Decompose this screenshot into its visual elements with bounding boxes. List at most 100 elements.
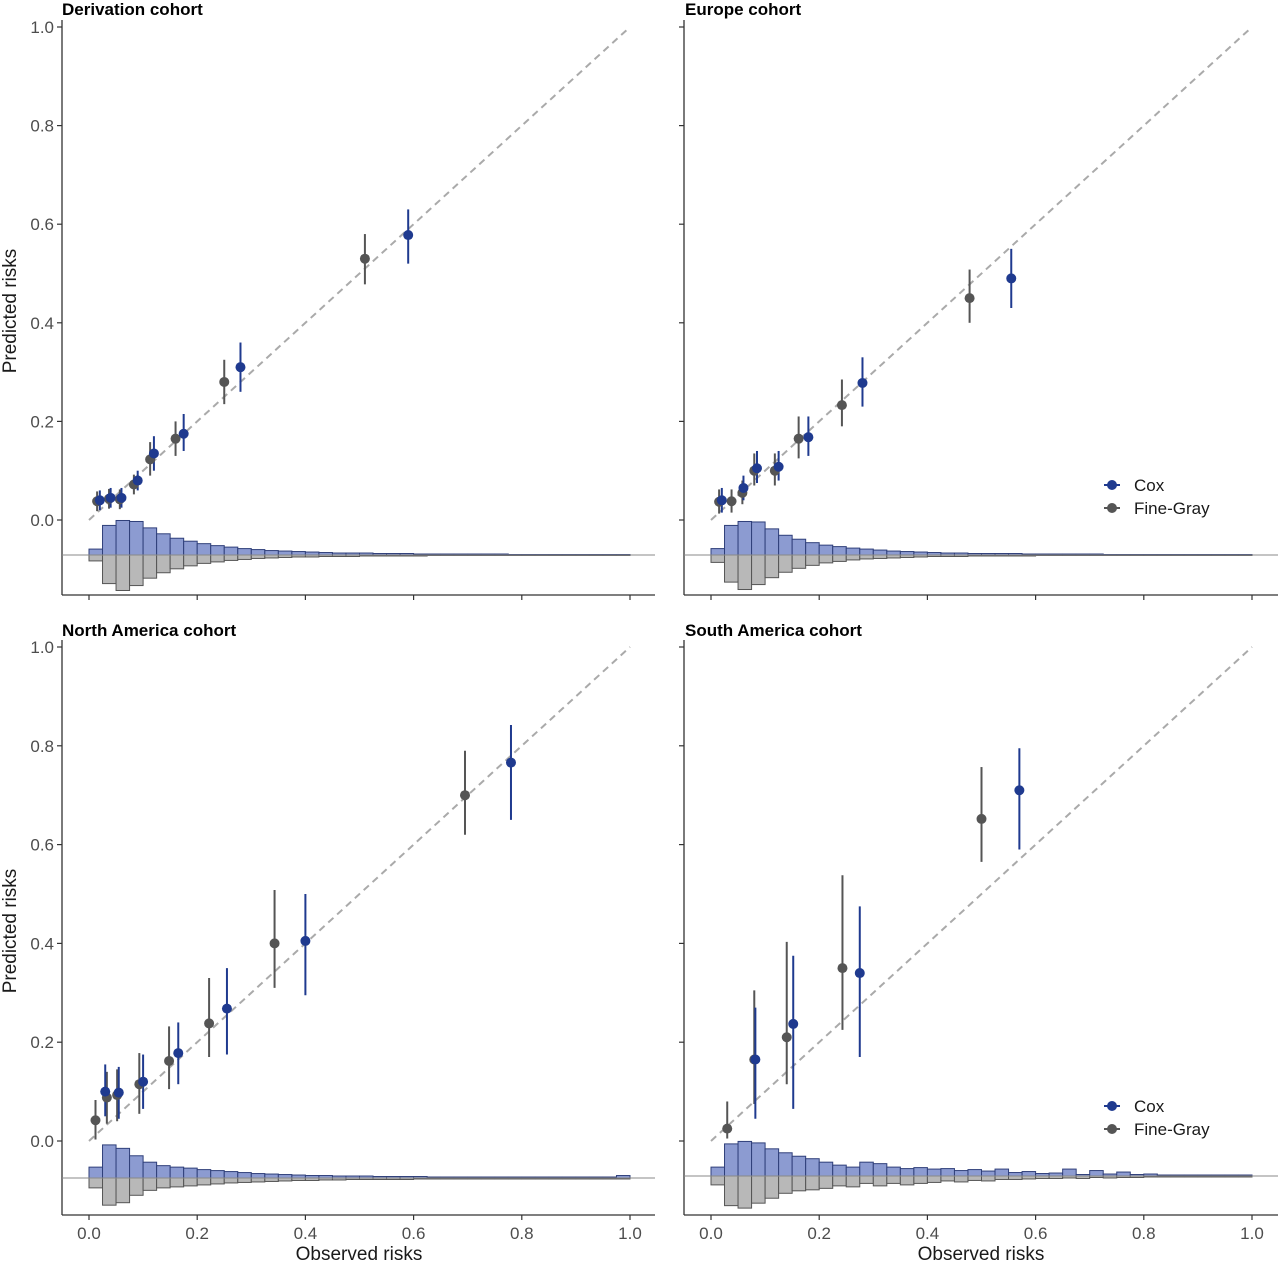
histogram-bar-fine-gray: [142, 554, 158, 579]
histogram-bar-fine-gray: [886, 1175, 901, 1184]
data-point: [836, 400, 847, 411]
histogram-bar-fine-gray: [764, 1175, 780, 1199]
histogram-bar-cox: [1008, 1172, 1023, 1177]
data-point: [716, 495, 727, 506]
histogram-bar-cox: [818, 544, 834, 556]
histogram-bar-cox: [237, 1172, 252, 1179]
histogram-bar-cox: [940, 1168, 955, 1177]
histogram-bar-cox: [264, 550, 279, 556]
histogram-bar-fine-gray: [818, 554, 834, 564]
legend-label: Cox: [1134, 476, 1165, 495]
histogram-bar-cox: [791, 1155, 807, 1177]
histogram-bar-cox: [142, 1161, 158, 1179]
histogram-bar-fine-gray: [129, 1177, 144, 1196]
data-point: [221, 1003, 232, 1014]
data-point: [751, 463, 762, 474]
histogram-bar-cox: [129, 1155, 144, 1179]
histogram-bar-cox: [710, 1166, 726, 1177]
histogram-bar-cox: [778, 1152, 793, 1177]
y-tick-label: 1.0: [30, 18, 54, 37]
data-point: [178, 428, 189, 439]
histogram-bar-fine-gray: [724, 554, 739, 583]
x-tick-label: 1.0: [1240, 1224, 1264, 1243]
data-point: [803, 432, 814, 443]
histogram-bar-fine-gray: [805, 1175, 820, 1191]
histogram-bar-cox: [751, 521, 766, 556]
histogram-bar-fine-gray: [142, 1177, 158, 1191]
histogram-bar-fine-gray: [805, 554, 820, 566]
data-point: [90, 1115, 101, 1126]
y-tick-label: 0.8: [30, 117, 54, 136]
histogram-bar-fine-gray: [115, 554, 131, 591]
histogram-bar-cox: [913, 1167, 928, 1177]
x-axis-label: Observed risks: [918, 1244, 1045, 1264]
x-tick-label: 0.6: [1024, 1224, 1048, 1243]
histogram-bar-cox: [724, 524, 739, 556]
histogram-bar-fine-gray: [183, 554, 198, 567]
histogram-bar-fine-gray: [115, 1177, 131, 1204]
histogram-bar-cox: [196, 1169, 212, 1179]
data-point: [722, 1123, 733, 1134]
x-tick-label: 0.0: [699, 1224, 723, 1243]
data-point: [164, 1055, 175, 1066]
histogram-bar-cox: [994, 1168, 1010, 1177]
data-point: [854, 968, 865, 979]
histogram-bar-fine-gray: [88, 554, 104, 562]
data-point: [505, 757, 516, 768]
x-tick-label: 0.4: [294, 1224, 318, 1243]
data-point: [235, 362, 246, 373]
histogram-bar-cox: [832, 546, 847, 556]
histogram-bar-cox: [88, 1166, 104, 1179]
histogram-bar-fine-gray: [196, 554, 212, 564]
legend-label: Cox: [1134, 1097, 1165, 1116]
histogram-bar-fine-gray: [967, 1175, 982, 1181]
x-tick-label: 0.2: [807, 1224, 831, 1243]
histogram-bar-cox: [751, 1142, 766, 1177]
data-point: [837, 963, 848, 974]
reference-diagonal: [710, 26, 1253, 521]
histogram-bar-cox: [926, 1168, 942, 1177]
y-tick-label: 0.0: [30, 1132, 54, 1151]
histogram-bar-fine-gray: [751, 554, 766, 586]
histogram-bar-fine-gray: [223, 554, 239, 561]
histogram-bar-fine-gray: [169, 1177, 185, 1188]
histogram-bar-fine-gray: [129, 554, 144, 587]
x-tick-label: 0.8: [1132, 1224, 1156, 1243]
histogram-bar-cox: [223, 1171, 239, 1179]
histogram-bar-fine-gray: [845, 1175, 861, 1188]
histogram-bar-cox: [967, 1169, 982, 1177]
data-point: [204, 1018, 215, 1029]
histogram-bar-cox: [764, 1148, 780, 1177]
data-point: [138, 1076, 149, 1087]
histogram-bar-fine-gray: [237, 554, 252, 560]
data-point: [964, 293, 975, 304]
data-point: [170, 433, 181, 444]
data-point: [773, 461, 784, 472]
data-point: [173, 1048, 184, 1059]
histogram-bar-fine-gray: [102, 1177, 117, 1206]
histogram-bar-fine-gray: [994, 1175, 1010, 1180]
histogram-bar-fine-gray: [710, 1175, 726, 1186]
y-tick-label: 0.2: [30, 412, 54, 431]
histogram-bar-cox: [778, 534, 793, 556]
y-tick-label: 0.6: [30, 215, 54, 234]
histogram-bar-cox: [737, 520, 753, 556]
histogram-bar-fine-gray: [751, 1175, 766, 1204]
histogram-bar-fine-gray: [737, 554, 753, 591]
histogram-bar-fine-gray: [264, 1177, 279, 1182]
histogram-bar-fine-gray: [872, 554, 888, 559]
data-point: [781, 1032, 792, 1043]
histogram-bar-cox: [169, 1166, 185, 1179]
histogram-bar-fine-gray: [778, 1175, 793, 1194]
histogram-bar-cox: [724, 1143, 739, 1177]
histogram-bar-cox: [764, 528, 780, 556]
panel-title: South America cohort: [685, 621, 862, 640]
data-point: [100, 1086, 111, 1097]
histogram-bar-cox: [196, 543, 212, 556]
data-point: [94, 495, 105, 506]
histogram-bar-fine-gray: [88, 1177, 104, 1189]
panel-title: Europe cohort: [685, 0, 802, 19]
data-point: [105, 492, 116, 503]
data-point: [738, 482, 749, 493]
